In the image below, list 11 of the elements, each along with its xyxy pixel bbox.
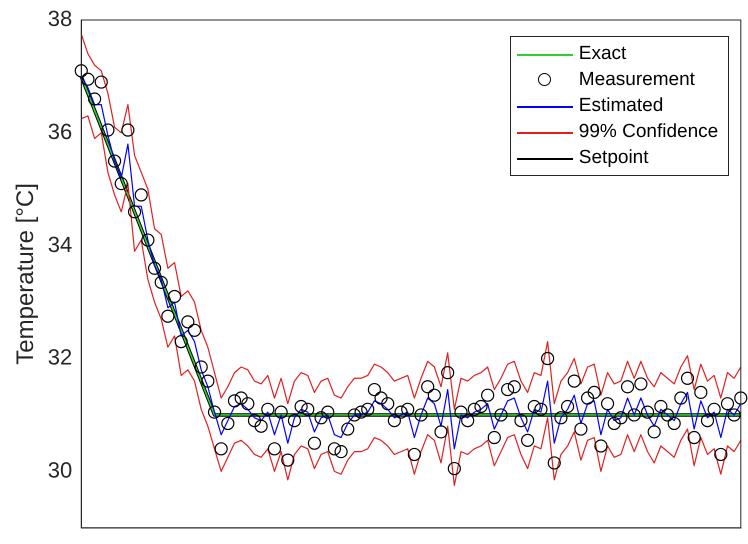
- y-tick-label: 36: [48, 118, 72, 144]
- legend-label: Exact: [578, 42, 626, 66]
- y-axis-title: Temperature [°C]: [12, 183, 40, 365]
- legend-label: Estimated: [578, 94, 664, 118]
- legend-label: 99% Confidence: [578, 120, 718, 144]
- y-tick-label: 30: [48, 457, 72, 482]
- y-tick-label: 34: [48, 232, 72, 257]
- y-tick-label: 38: [48, 6, 72, 32]
- legend-label: Measurement: [578, 68, 695, 92]
- y-tick-label: 32: [48, 344, 72, 370]
- legend-label: Setpoint: [578, 146, 649, 170]
